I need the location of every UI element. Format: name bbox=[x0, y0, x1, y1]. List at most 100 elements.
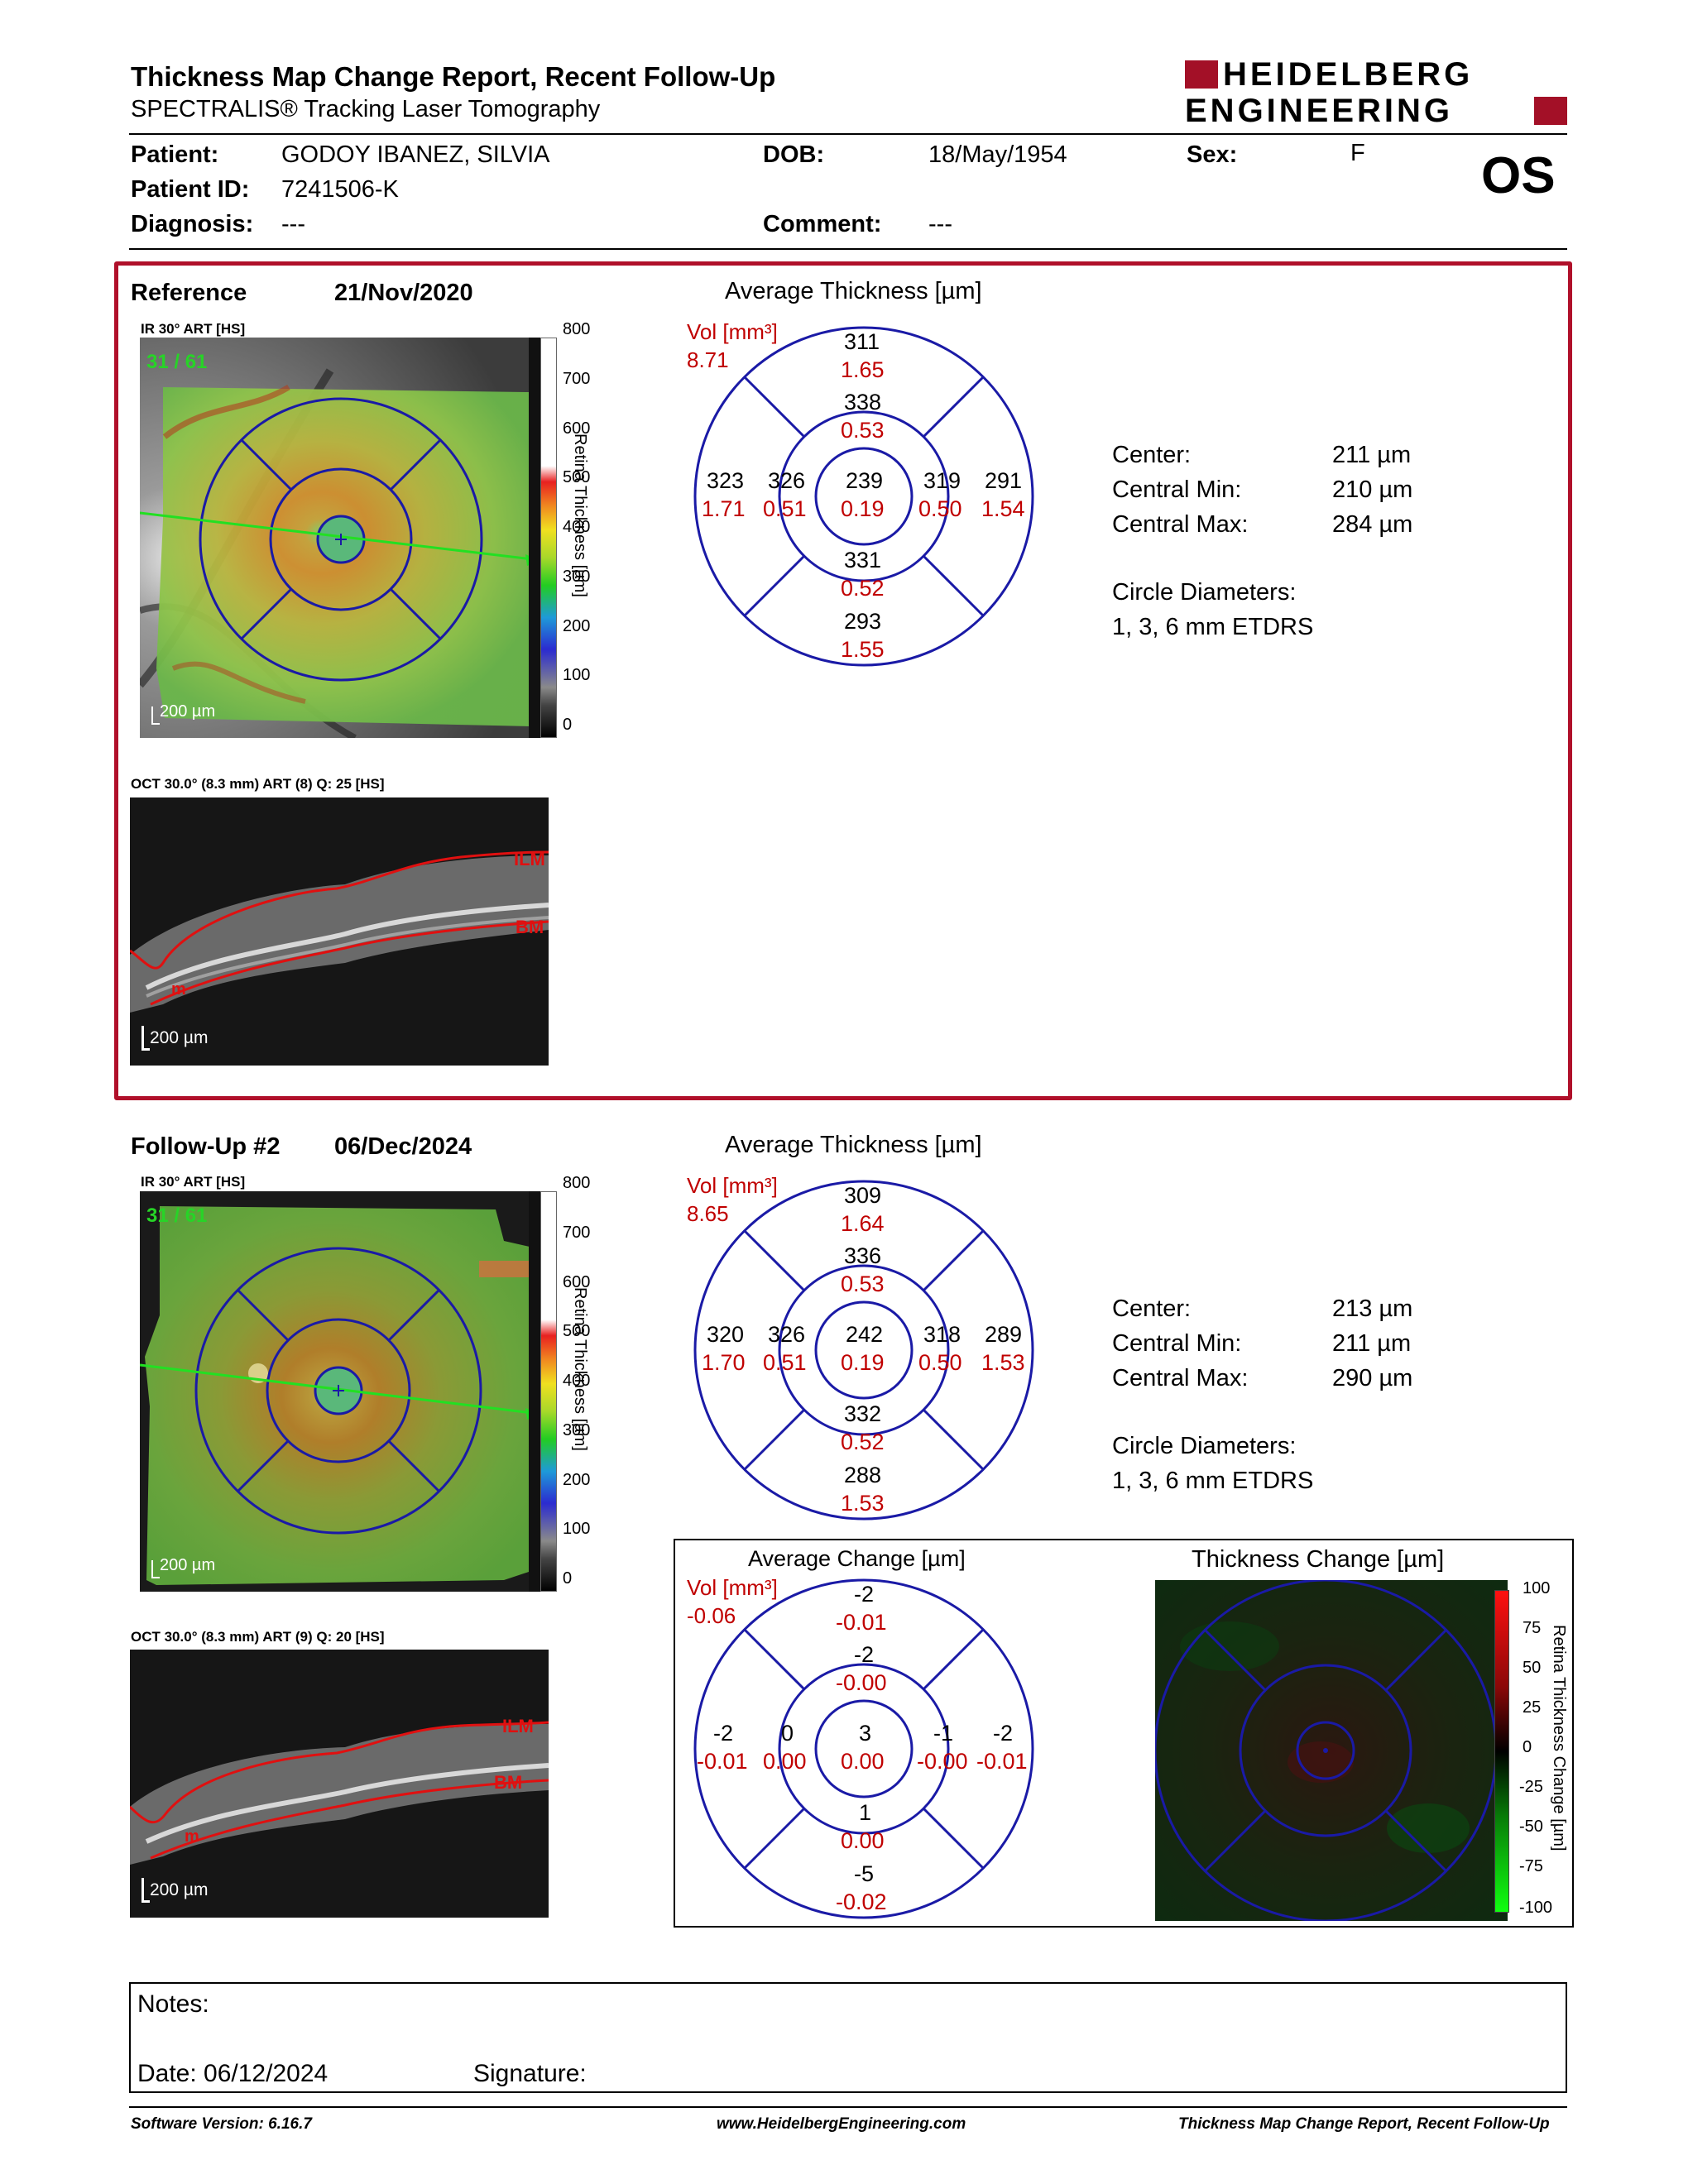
footer-software: Software Version: 6.16.7 bbox=[131, 2115, 312, 2133]
chg-inner-nasal-thk: -1 bbox=[933, 1721, 954, 1746]
change-etdrs-grid bbox=[693, 1578, 1034, 1919]
tick: 300 bbox=[563, 568, 591, 586]
chg-outer-sup-vol: -0.01 bbox=[836, 1610, 887, 1635]
ref-inner-inf-vol: 0.52 bbox=[841, 576, 885, 601]
fu-inner-nasal-vol: 0.50 bbox=[918, 1350, 962, 1375]
chg-inner-sup-vol: -0.00 bbox=[836, 1670, 887, 1695]
reference-label: Reference bbox=[131, 280, 247, 306]
eye-label: OS bbox=[1481, 147, 1556, 204]
chg-outer-inf-thk: -5 bbox=[854, 1861, 875, 1886]
reference-oct-image: ILM BM m 200 µm bbox=[130, 797, 549, 1066]
fu-outer-sup-vol: 1.64 bbox=[841, 1211, 885, 1236]
change-colorbar-title: Retina Thickness Change [µm] bbox=[1550, 1625, 1568, 1851]
reference-scale: 200 µm bbox=[160, 702, 216, 721]
sex-value: F bbox=[1350, 140, 1365, 166]
ref-outer-temp-thk: 323 bbox=[707, 468, 745, 493]
tick: 400 bbox=[563, 518, 591, 536]
stat-label: Central Max: bbox=[1112, 511, 1249, 538]
followup-date: 06/Dec/2024 bbox=[334, 1133, 472, 1160]
ref-inner-nasal-vol: 0.50 bbox=[918, 496, 962, 521]
fu-outer-nasal-thk: 289 bbox=[985, 1322, 1023, 1347]
patient-id-label: Patient ID: bbox=[131, 176, 250, 203]
change-map-image bbox=[1155, 1580, 1508, 1921]
fu-center-thk: 242 bbox=[846, 1322, 884, 1347]
change-vol-label: Vol [mm³] bbox=[687, 1575, 778, 1600]
stat-label: Circle Diameters: bbox=[1112, 579, 1297, 606]
comment-label: Comment: bbox=[763, 211, 882, 237]
report-subtitle: SPECTRALIS® Tracking Laser Tomography bbox=[131, 96, 601, 122]
followup-vol-label: Vol [mm³] bbox=[687, 1173, 778, 1198]
ref-inner-sup-vol: 0.53 bbox=[841, 418, 885, 443]
ref-outer-nasal-thk: 291 bbox=[985, 468, 1023, 493]
reference-fundus-image: 31 / 61 200 µm bbox=[140, 338, 540, 738]
tick: -75 bbox=[1519, 1857, 1543, 1875]
tick: 400 bbox=[563, 1372, 591, 1390]
tick: 600 bbox=[563, 1273, 591, 1291]
reference-oct-label: OCT 30.0° (8.3 mm) ART (8) Q: 25 [HS] bbox=[131, 776, 385, 792]
ref-inner-temp-thk: 326 bbox=[768, 468, 806, 493]
followup-etdrs-grid bbox=[693, 1180, 1034, 1521]
fu-inner-sup-vol: 0.53 bbox=[841, 1272, 885, 1296]
chg-outer-sup-thk: -2 bbox=[854, 1582, 875, 1607]
stat-value: 290 µm bbox=[1332, 1365, 1413, 1391]
followup-oct-image: ILM BM m 200 µm bbox=[130, 1650, 549, 1918]
dob-label: DOB: bbox=[763, 141, 825, 168]
reference-colorbar bbox=[540, 338, 557, 738]
notes-label: Notes: bbox=[137, 1990, 209, 2018]
chg-outer-nasal-thk: -2 bbox=[993, 1721, 1014, 1746]
tick: 700 bbox=[563, 370, 591, 388]
fu-outer-temp-vol: 1.70 bbox=[702, 1350, 746, 1375]
logo-line2: ENGINEERING bbox=[1185, 93, 1454, 129]
chg-inner-nasal-vol: -0.00 bbox=[917, 1749, 968, 1774]
tick: 500 bbox=[563, 1322, 591, 1340]
reference-oct-scale: 200 µm bbox=[150, 1028, 209, 1047]
followup-oct-label: OCT 30.0° (8.3 mm) ART (9) Q: 20 [HS] bbox=[131, 1629, 385, 1645]
reference-date: 21/Nov/2020 bbox=[334, 280, 473, 306]
stat-value: 1, 3, 6 mm ETDRS bbox=[1112, 614, 1314, 640]
ref-outer-sup-vol: 1.65 bbox=[841, 357, 885, 382]
heidelberg-logo: HEIDELBERG ENGINEERING bbox=[1185, 58, 1567, 129]
footer-website[interactable]: www.HeidelbergEngineering.com bbox=[717, 2115, 966, 2133]
stat-label: Center: bbox=[1112, 442, 1192, 468]
ref-outer-sup-thk: 311 bbox=[844, 329, 880, 354]
chg-center-vol: 0.00 bbox=[841, 1749, 885, 1774]
fu-outer-nasal-vol: 1.53 bbox=[981, 1350, 1025, 1375]
notes-box[interactable] bbox=[129, 1982, 1567, 2093]
fu-outer-sup-thk: 309 bbox=[844, 1183, 882, 1208]
followup-label: Follow-Up #2 bbox=[131, 1133, 281, 1160]
followup-avg-title: Average Thickness [µm] bbox=[725, 1132, 982, 1158]
fu-outer-inf-thk: 288 bbox=[844, 1463, 882, 1487]
ref-outer-inf-thk: 293 bbox=[844, 609, 882, 634]
stat-value: 1, 3, 6 mm ETDRS bbox=[1112, 1468, 1314, 1494]
stat-label: Circle Diameters: bbox=[1112, 1433, 1297, 1459]
fu-inner-temp-vol: 0.51 bbox=[763, 1350, 807, 1375]
logo-line1: HEIDELBERG bbox=[1223, 56, 1474, 93]
stat-label: Center: bbox=[1112, 1296, 1192, 1322]
followup-fundus-image: 31 / 61 200 µm bbox=[140, 1191, 540, 1592]
stat-value: 211 µm bbox=[1332, 442, 1412, 468]
ref-center-thk: 239 bbox=[846, 468, 884, 493]
chg-center-thk: 3 bbox=[859, 1721, 872, 1746]
reference-frame bbox=[114, 261, 1572, 1100]
reference-m-label: m bbox=[171, 980, 186, 999]
change-map-title: Thickness Change [µm] bbox=[1192, 1546, 1445, 1573]
followup-m-label: m bbox=[185, 1827, 199, 1846]
tick: 75 bbox=[1523, 1619, 1542, 1637]
stat-value: 213 µm bbox=[1332, 1296, 1413, 1322]
ref-inner-sup-thk: 338 bbox=[844, 390, 882, 414]
change-frame bbox=[674, 1539, 1574, 1928]
stat-value: 210 µm bbox=[1332, 477, 1413, 503]
reference-frame-counter: 31 / 61 bbox=[146, 351, 208, 373]
fu-inner-inf-vol: 0.52 bbox=[841, 1430, 885, 1454]
tick: 500 bbox=[563, 468, 591, 486]
sex-label: Sex: bbox=[1187, 141, 1238, 168]
fu-center-vol: 0.19 bbox=[841, 1350, 885, 1375]
fu-inner-temp-thk: 326 bbox=[768, 1322, 806, 1347]
followup-colorbar bbox=[540, 1191, 557, 1592]
tick: 800 bbox=[563, 1174, 591, 1192]
tick: 0 bbox=[563, 716, 573, 734]
patient-name: GODOY IBANEZ, SILVIA bbox=[281, 141, 550, 168]
change-avg-title: Average Change [µm] bbox=[748, 1546, 966, 1571]
dob-value: 18/May/1954 bbox=[928, 141, 1067, 168]
followup-oct-scale: 200 µm bbox=[150, 1880, 209, 1899]
